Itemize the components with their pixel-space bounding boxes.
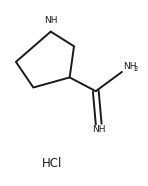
Text: NH: NH (123, 62, 136, 71)
Text: HCl: HCl (42, 157, 62, 170)
Text: 2: 2 (133, 66, 137, 72)
Text: NH: NH (44, 16, 58, 25)
Text: NH: NH (92, 125, 105, 134)
